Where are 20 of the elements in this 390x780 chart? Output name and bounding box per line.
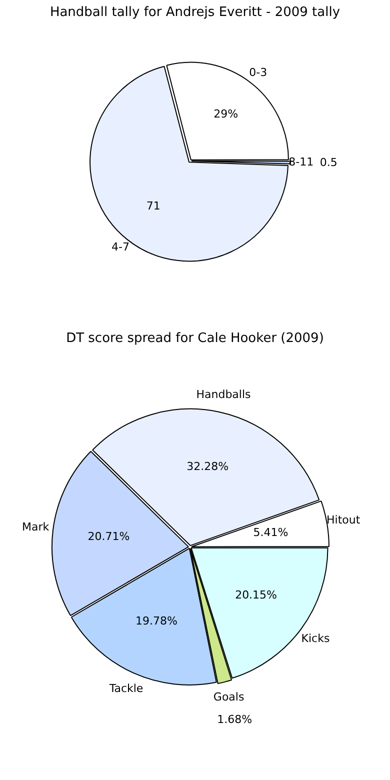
slice-label: Tackle <box>108 682 144 695</box>
data-label: 20.71% <box>88 530 130 543</box>
data-label: 19.78% <box>135 614 178 628</box>
data-label: 20.15% <box>235 588 278 602</box>
slice-label: Goals <box>213 690 244 704</box>
slice-label: 4-7 <box>112 240 130 254</box>
data-label: 0.5 <box>320 156 338 170</box>
slice-label: 8-11 <box>288 156 314 169</box>
slice-label: Mark <box>22 520 50 534</box>
data-label: 5.41% <box>253 526 288 540</box>
slice-label: Handballs <box>196 388 252 401</box>
slice-label: 0-3 <box>249 66 268 80</box>
chart-title: Handball tally for Andrejs Everitt - 2009 tally <box>48 4 342 22</box>
slice-label: Hitout <box>326 514 361 527</box>
data-label: 32.28% <box>186 460 229 473</box>
data-label: 1.68% <box>217 713 252 726</box>
data-label: 29% <box>214 108 238 121</box>
chart-title: DT score spread for Cale Hooker (2009) <box>65 330 325 348</box>
slice-label: Kicks <box>301 632 330 645</box>
data-label: 71 <box>146 200 160 213</box>
